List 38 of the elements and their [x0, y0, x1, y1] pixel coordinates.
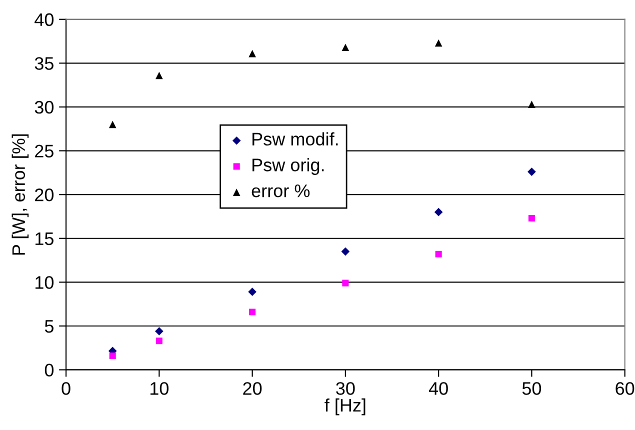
legend-label: Psw orig. — [252, 158, 324, 175]
legend-label: error % — [252, 184, 310, 198]
point — [342, 280, 349, 286]
point — [342, 44, 350, 52]
point — [434, 208, 443, 216]
point — [248, 50, 256, 58]
point — [248, 288, 256, 296]
y-tick-label: 25 — [35, 144, 54, 158]
point — [434, 39, 442, 47]
point — [156, 72, 163, 80]
y-tick-label: 0 — [44, 364, 54, 377]
x-axis-title: f [Hz] — [324, 398, 366, 416]
y-tick-label: 40 — [34, 13, 54, 26]
x-tick-label: 0 — [62, 382, 70, 395]
point — [435, 250, 442, 258]
y-tick-label: 10 — [36, 276, 54, 289]
point — [341, 247, 350, 256]
y-axis-title: P [W], error [%] — [12, 134, 29, 255]
x-tick-label: 50 — [522, 382, 542, 395]
x-tick-label: 40 — [428, 382, 448, 395]
x-tick-label: 30 — [336, 382, 355, 395]
legend-label: Psw modif. — [252, 132, 338, 146]
x-tick-label: 10 — [150, 382, 169, 395]
point — [249, 308, 256, 316]
y-tick-label: 35 — [34, 57, 54, 70]
point — [528, 168, 536, 176]
x-tick-label: 20 — [243, 382, 262, 395]
y-tick-label: 15 — [36, 232, 54, 246]
y-tick-label: 20 — [35, 188, 54, 202]
point — [108, 120, 116, 128]
point — [155, 327, 164, 336]
x-tick-label: 60 — [616, 382, 634, 395]
y-tick-label: 30 — [34, 100, 54, 114]
point — [156, 338, 162, 344]
y-tick-label: 5 — [44, 320, 54, 333]
point — [528, 100, 536, 108]
point — [109, 352, 116, 360]
point — [528, 214, 535, 222]
